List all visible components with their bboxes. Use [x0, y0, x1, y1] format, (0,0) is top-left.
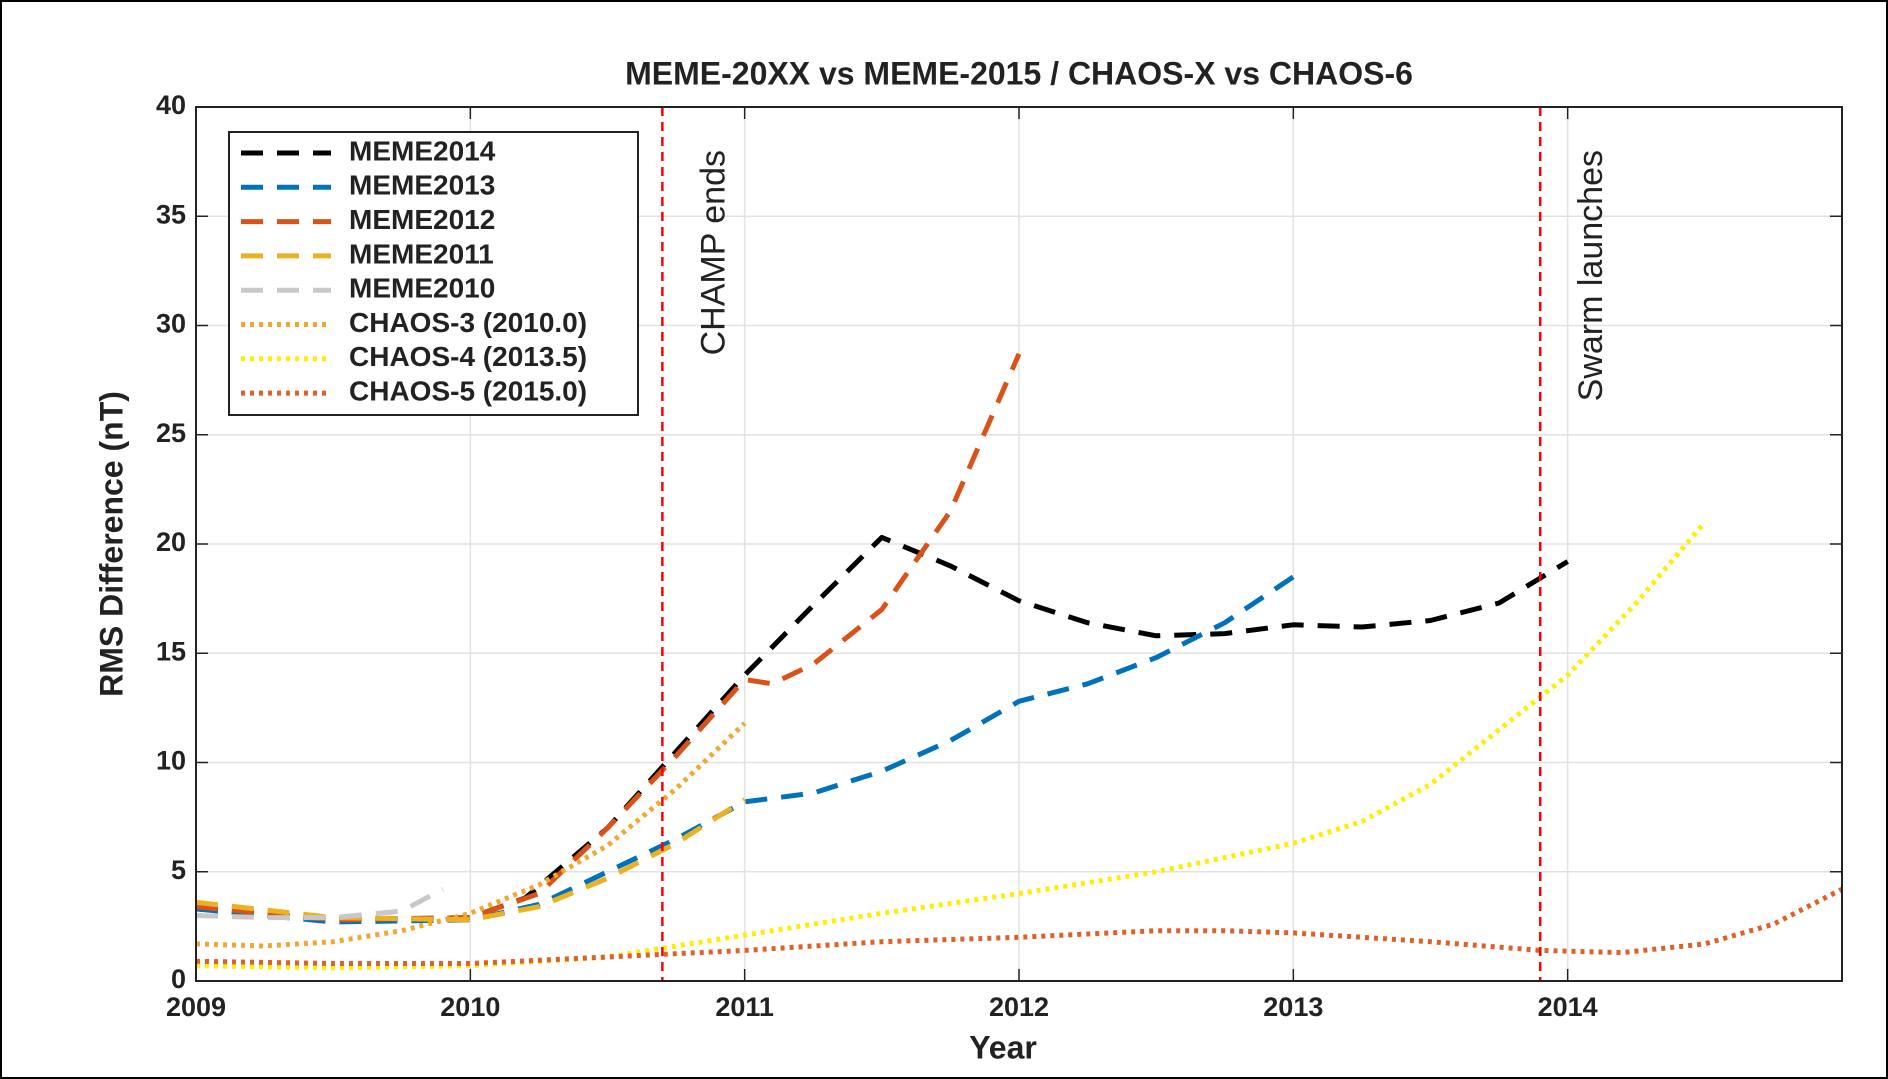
y-tick-label: 20 — [156, 527, 186, 557]
y-tick-label: 30 — [156, 309, 186, 339]
axes-box — [195, 106, 1843, 982]
y-tick-label: 25 — [156, 418, 186, 448]
chart-title: MEME-20XX vs MEME-2015 / CHAOS-X vs CHAO… — [625, 55, 1413, 91]
y-tick-label: 15 — [156, 636, 186, 666]
x-tick-label: 2010 — [440, 992, 500, 1022]
legend-label: MEME2012 — [349, 204, 495, 235]
line — [196, 721, 747, 949]
x-tick-label: 2014 — [1538, 992, 1598, 1022]
line — [196, 797, 747, 923]
legend-label: CHAOS-3 (2010.0) — [349, 307, 587, 338]
y-tick-label: 5 — [171, 855, 186, 885]
x-tick-label: 2012 — [989, 992, 1049, 1022]
legend-label: CHAOS-4 (2013.5) — [349, 341, 587, 372]
y-tick-label: 10 — [156, 746, 186, 776]
legend-label: MEME2014 — [349, 135, 496, 166]
y-tick-label: 0 — [171, 964, 186, 994]
x-tick-label: 2009 — [166, 992, 226, 1022]
annotation-text: Swarm launches — [1572, 150, 1610, 401]
legend-label: CHAOS-5 (2015.0) — [349, 375, 587, 406]
legend-box — [228, 131, 639, 416]
legend-label: MEME2010 — [349, 273, 495, 304]
y-tick-label: 40 — [156, 90, 186, 120]
legend-label: MEME2011 — [349, 238, 494, 269]
legend-label: MEME2013 — [349, 170, 495, 201]
y-axis-label: RMS Difference (nT) — [93, 391, 129, 697]
annotation-text: CHAMP ends — [694, 150, 732, 355]
x-axis-label: Year — [969, 1029, 1037, 1065]
y-tick-label: 35 — [156, 199, 186, 229]
line — [196, 886, 1842, 966]
x-tick-label: 2013 — [1263, 992, 1323, 1022]
x-tick-label: 2011 — [715, 992, 774, 1022]
line — [196, 886, 445, 921]
